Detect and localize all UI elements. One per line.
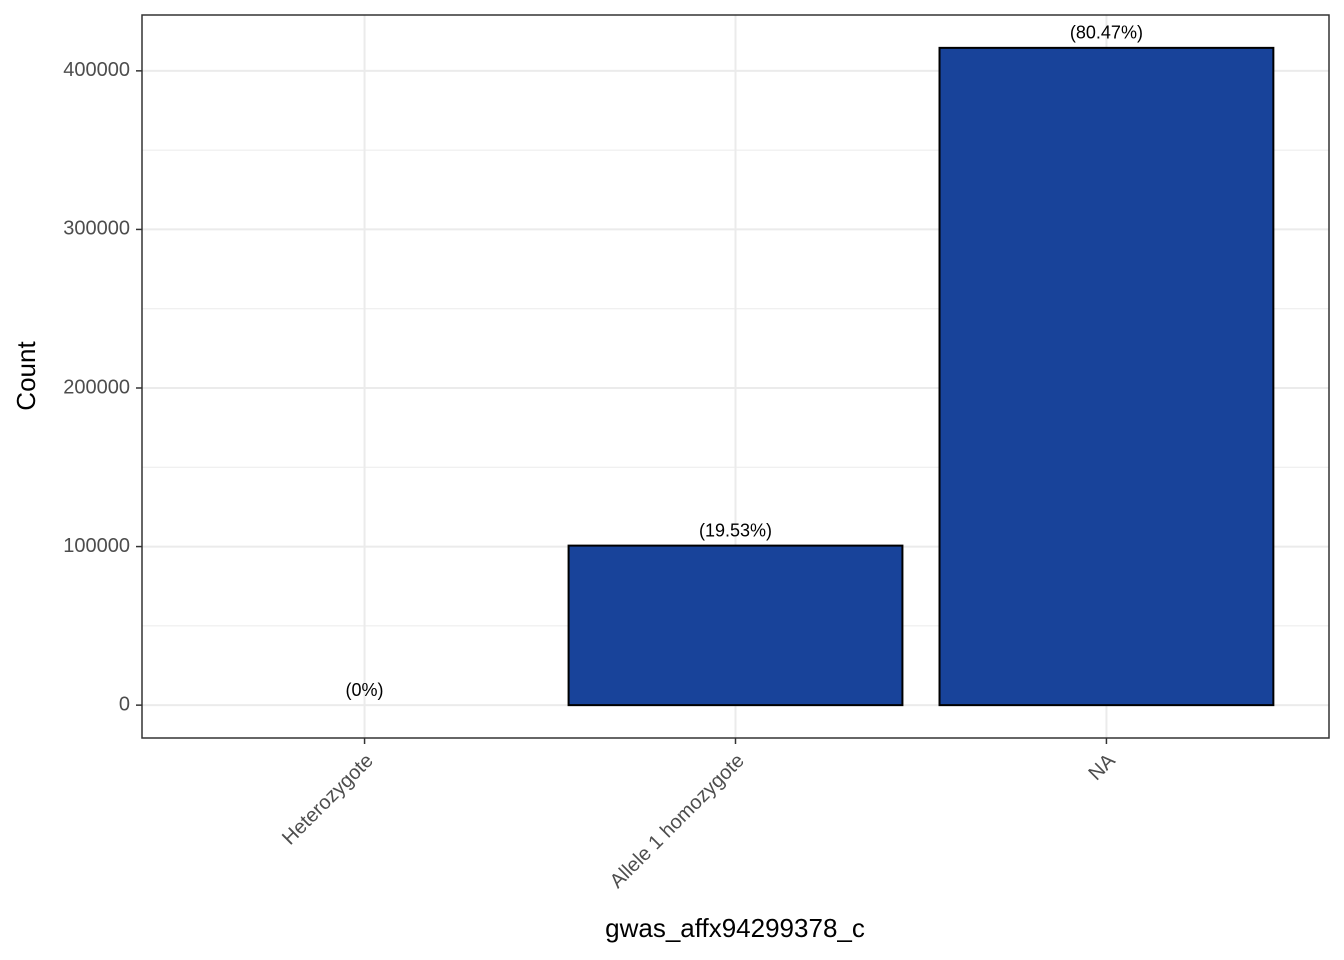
bar-label: (80.47%): [1070, 23, 1143, 43]
panel-border: [141, 14, 1330, 739]
x-tick-label: Allele 1 homozygote: [606, 750, 749, 893]
bar: [938, 46, 1275, 707]
y-tick-label: 100000: [63, 535, 130, 557]
x-axis-title: gwas_affx94299378_c: [605, 913, 865, 943]
y-tick-label: 0: [119, 693, 130, 715]
bar: [567, 544, 904, 707]
y-tick-label: 300000: [63, 218, 130, 240]
x-tick-label: Heterozygote: [278, 750, 378, 850]
y-axis-title: Count: [11, 341, 41, 411]
y-tick-label: 200000: [63, 376, 130, 398]
x-tick-label: NA: [1084, 749, 1120, 785]
y-tick-label: 400000: [63, 59, 130, 81]
bar-label: (0%): [346, 680, 384, 700]
bar-label: (19.53%): [699, 520, 772, 540]
